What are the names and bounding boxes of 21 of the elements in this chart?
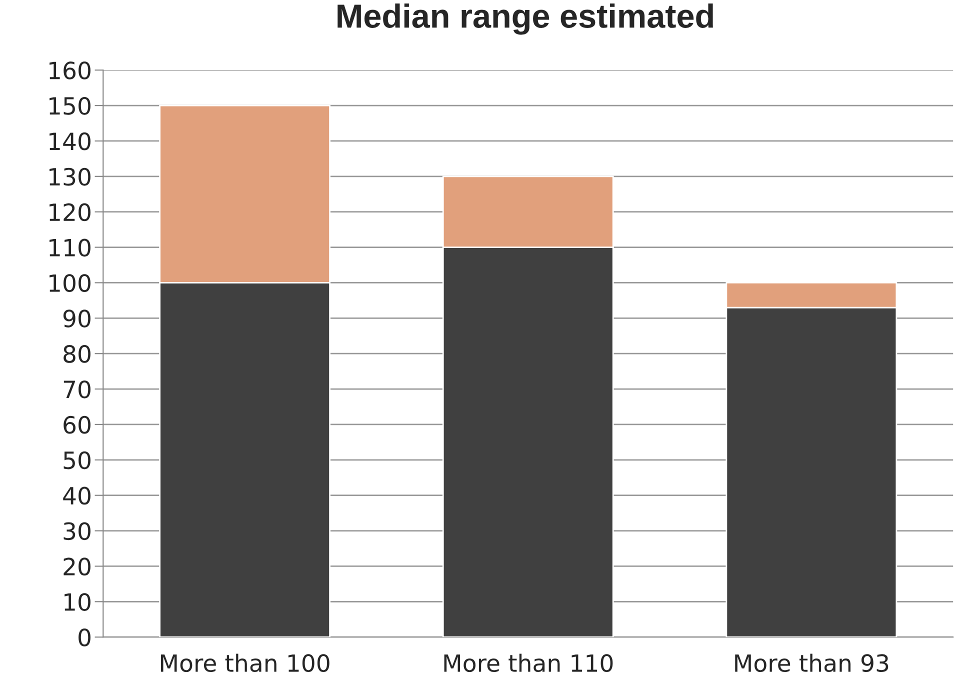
- y-tick-label: 40: [63, 486, 90, 505]
- y-tick-label: 150: [50, 96, 90, 115]
- y-tick-label: 20: [64, 558, 90, 576]
- y-tick-label: 160: [50, 62, 90, 80]
- y-tick-label: 90: [63, 310, 90, 328]
- x-tick-label: More than 100: [160, 654, 330, 672]
- x-tick-label: More than 93: [735, 654, 888, 672]
- y-tick-label: 10: [64, 593, 90, 611]
- y-tick-label: 110: [50, 238, 90, 257]
- y-tick-label: 140: [50, 132, 90, 150]
- y-tick-label: 80: [64, 345, 90, 363]
- y-tick-label: 50: [64, 451, 90, 470]
- y-tick-label: 60: [64, 416, 90, 434]
- y-tick-label: 70: [64, 380, 90, 398]
- y-tick-label: 100: [50, 274, 90, 292]
- y-tick-label: 120: [50, 203, 90, 222]
- y-tick-label: 0: [78, 628, 90, 646]
- chart-title: Median range estimated: [338, 3, 713, 35]
- x-tick-label: More than 110: [444, 654, 613, 672]
- y-tick-label: 30: [64, 522, 90, 540]
- y-tick-label: 130: [50, 168, 90, 186]
